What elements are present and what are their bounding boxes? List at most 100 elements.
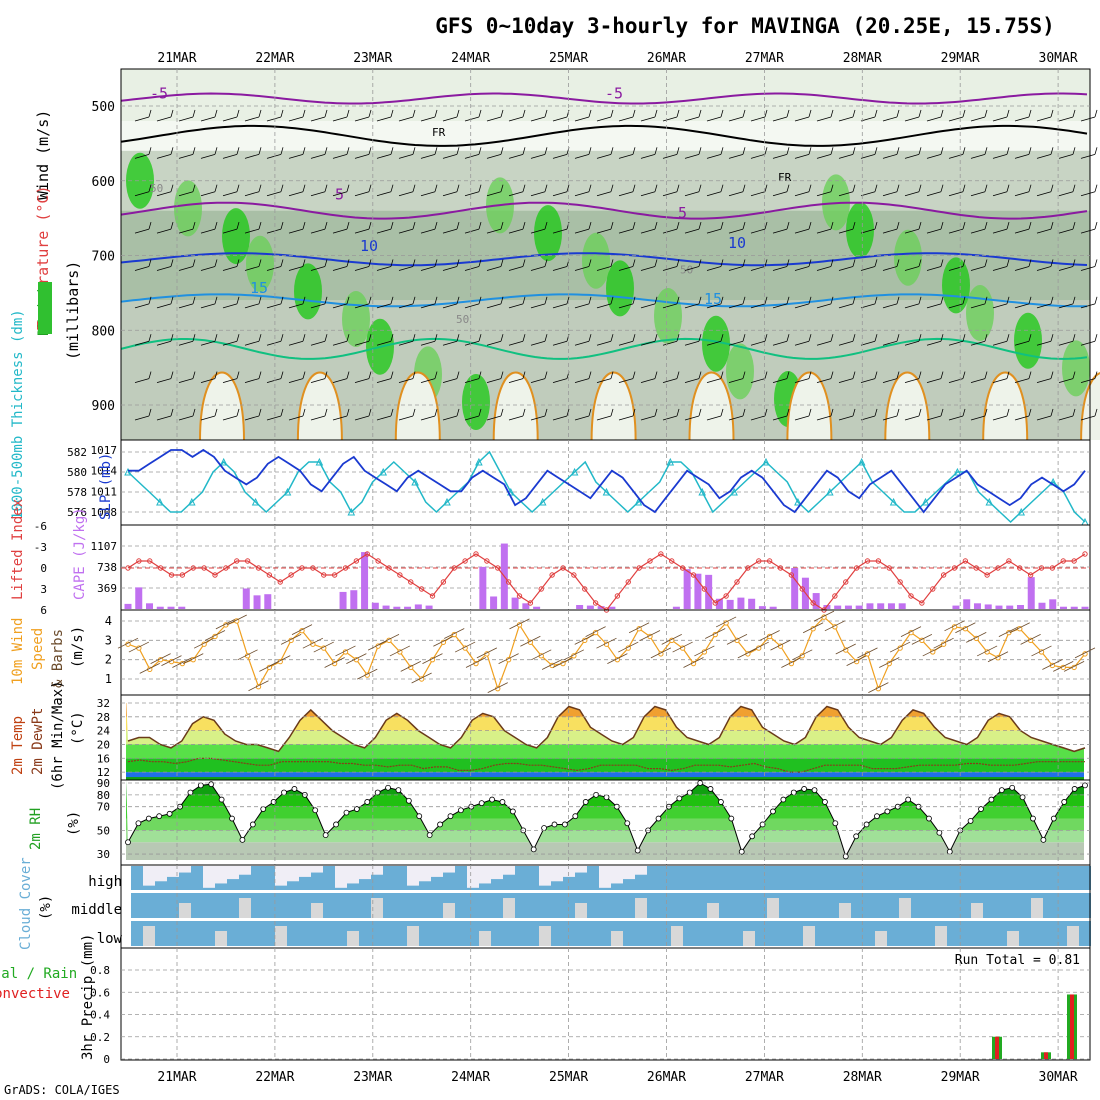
wind-barb	[838, 303, 854, 309]
wind-barb-flag	[544, 221, 548, 230]
wind-barb-flag	[676, 221, 680, 230]
li-marker	[212, 572, 218, 578]
cape-bar	[1049, 599, 1057, 609]
wind-barb	[728, 153, 744, 159]
cape-bar	[769, 606, 777, 609]
cape-bar	[973, 603, 981, 609]
thickness-marker	[124, 467, 132, 476]
wind-barb-flag	[808, 408, 812, 417]
wind-barb-flag	[368, 371, 372, 379]
wind-barb	[596, 415, 612, 421]
wind-barb-flag	[280, 184, 284, 192]
li-marker	[908, 593, 914, 599]
rh-marker	[551, 821, 558, 828]
rh-marker	[676, 795, 683, 802]
wind-barb-flag	[544, 371, 548, 379]
wind-barb-flag	[698, 184, 702, 192]
wind-barb-flag	[368, 184, 372, 192]
wind-barb-flag	[302, 296, 306, 304]
wind-barb-flag	[434, 259, 438, 267]
wind-barb-flag	[1050, 371, 1054, 379]
wind-barb	[420, 340, 436, 346]
wind-barb-flag	[456, 184, 460, 192]
wind-barb-flag	[742, 184, 746, 192]
wind-barb-flag	[214, 221, 218, 230]
wind-barb	[310, 116, 326, 122]
wind-barb-flag	[984, 184, 988, 192]
wind-barb	[310, 378, 326, 383]
contour-label: 5	[335, 185, 344, 203]
wind-barb-flag	[918, 408, 922, 417]
wind-10m-panel: 1 2 3 4 10m Wind Speed & Barbs (m/s)	[10, 609, 1096, 696]
wind-barb	[662, 191, 678, 197]
wind-barb	[992, 340, 1008, 346]
wind-barb	[420, 303, 436, 309]
cloud-gap	[203, 866, 215, 888]
rh-marker	[967, 818, 974, 824]
rh-marker	[1082, 782, 1088, 789]
wind-barb-flag	[588, 147, 592, 155]
wind-barb-flag	[610, 334, 614, 342]
rh-marker	[457, 807, 464, 814]
rh-marker	[489, 796, 495, 803]
cape-bar	[382, 605, 390, 609]
wind-barb-flag	[588, 334, 592, 342]
wind-barb	[433, 635, 454, 647]
wind-barb	[378, 633, 400, 645]
wind-barb	[1014, 191, 1030, 197]
wind-barb	[1058, 340, 1074, 346]
wind-barb-flag	[214, 184, 218, 192]
wind-barb	[398, 266, 414, 271]
wind-barb-flag	[346, 259, 350, 267]
wind-barb	[574, 303, 590, 309]
wind-barb-flag	[632, 371, 636, 379]
wind-barb-flag	[170, 334, 174, 342]
wind-barb	[750, 303, 766, 309]
temp-tick: 32	[97, 697, 110, 710]
wind-barb	[618, 153, 634, 159]
wind-barb-flag	[852, 184, 856, 192]
wind-barb	[1058, 266, 1074, 271]
li-marker	[397, 572, 403, 578]
wind-barb	[280, 633, 302, 645]
wind-barb-flag	[324, 147, 328, 155]
wind-barb	[156, 191, 172, 197]
wind-barb-flag	[456, 296, 460, 304]
wind-barb	[882, 415, 898, 421]
cape-bar	[425, 605, 433, 609]
wind-barb	[134, 340, 150, 346]
rh-marker	[530, 846, 537, 853]
wind-barb-flag	[1028, 371, 1032, 379]
wind-barb-flag	[830, 371, 834, 379]
wind-barb-flag	[192, 184, 196, 192]
cloud-gap	[431, 866, 443, 877]
wind-barb-flag	[940, 408, 944, 417]
wind-barb-flag	[412, 371, 416, 379]
wind-barb	[134, 153, 150, 159]
wind-barb-flag	[808, 371, 812, 379]
wind-barb	[398, 116, 414, 122]
wind-barb	[156, 378, 172, 383]
wind-barb-flag	[1006, 147, 1010, 155]
cape-bar	[361, 552, 369, 609]
wind-barb-flag	[588, 259, 592, 267]
wind-barb-flag	[918, 371, 922, 379]
wind-barb	[335, 645, 356, 657]
cape-bar	[1070, 606, 1078, 609]
wind-barb	[926, 116, 942, 122]
wind-barb-flag	[170, 408, 174, 417]
li-marker	[614, 593, 621, 599]
wind-barb	[772, 266, 788, 271]
wind-barb	[639, 630, 661, 641]
wind-barb-flag	[522, 371, 526, 379]
wind-barb-flag	[1050, 259, 1054, 267]
wind-barb-flag	[346, 408, 350, 417]
cape-tick: 369	[97, 582, 117, 595]
wind-barb-flag	[918, 184, 922, 192]
li-marker	[473, 551, 479, 557]
wind-barb-flag	[412, 334, 416, 342]
wind-barb-flag	[258, 147, 262, 155]
cape-bar	[834, 605, 842, 609]
rh-marker	[249, 821, 256, 828]
li-marker	[712, 600, 718, 606]
